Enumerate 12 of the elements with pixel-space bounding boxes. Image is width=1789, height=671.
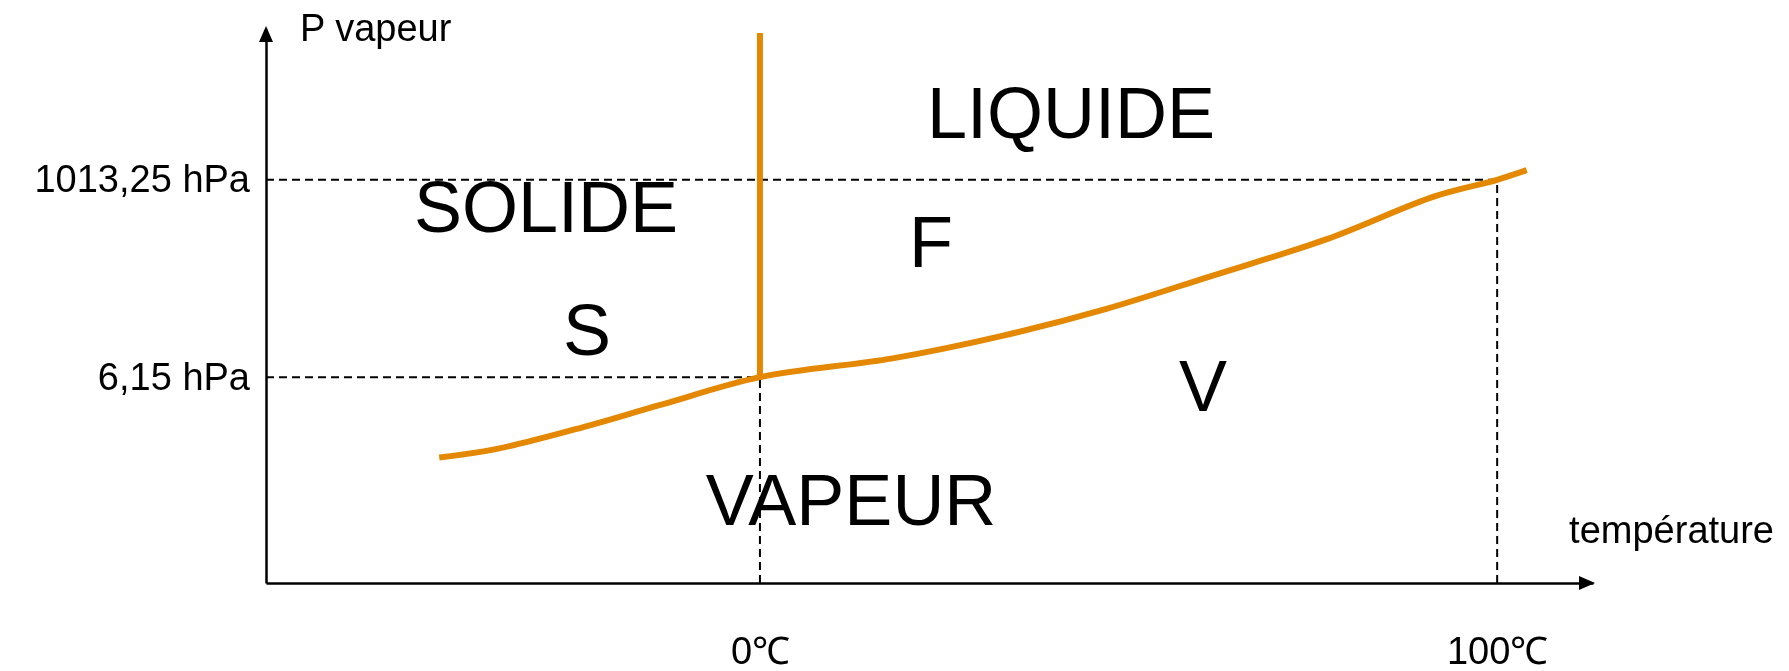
annotation: F	[909, 201, 953, 282]
x-tick-label: 0℃	[730, 629, 791, 671]
annotation: S	[562, 289, 612, 370]
y-tick-label: 6,15 hPa	[97, 355, 251, 398]
x-axis-title: température	[1569, 509, 1774, 551]
annotation: LIQUIDE	[926, 72, 1216, 153]
annotation: V	[1178, 345, 1228, 426]
y-axis-title: P vapeur	[300, 7, 452, 49]
x-tick-label: 100℃	[1446, 629, 1549, 671]
annotation: SOLIDE	[413, 166, 679, 247]
y-tick-label: 1013,25 hPa	[34, 158, 251, 201]
annotation: VAPEUR	[705, 459, 997, 540]
